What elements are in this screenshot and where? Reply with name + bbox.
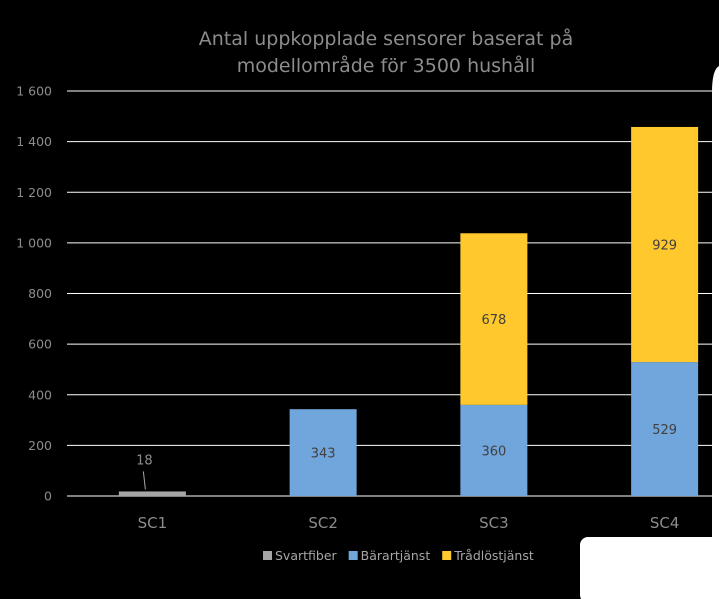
chart-title-line: Antal uppkopplade sensorer baserat på [199,27,573,50]
y-tick-label: 600 [28,337,52,352]
y-axis-tick-labels: 0 200 400 600 800 1 000 1 200 1 400 1 600 [16,84,52,504]
x-category-label: SC4 [650,514,680,532]
legend: Svartfiber Bärartjänst Trådlöstjänst [263,548,534,563]
data-label: 529 [652,423,677,438]
bar-bärartjänst-sc3 [460,404,528,496]
legend-swatch [442,551,452,560]
x-axis-category-labels: SC1 SC2 SC3 SC4 [138,514,680,532]
chart-title-line: modellområde för 3500 hushåll [237,54,536,77]
legend-entry: Svartfiber [275,548,338,563]
legend-entry: Bärartjänst [361,548,431,563]
legend-entry: Trådlöstjänst [453,548,534,563]
x-category-label: SC3 [479,514,509,532]
bar-bärartjänst-sc2 [289,409,357,496]
bar-trådlöstjänst-sc4 [631,126,699,363]
y-tick-label: 0 [44,489,52,504]
gridlines [67,90,719,497]
y-tick-label: 1 200 [16,185,52,200]
overlay-box-bottom [580,537,719,599]
legend-swatch [348,551,358,560]
y-tick-label: 1 600 [16,84,52,99]
legend-swatch [263,551,272,560]
data-label: 18 [136,453,153,468]
bars [118,126,699,496]
bar-svartfiber-sc1 [118,491,186,496]
y-tick-label: 400 [28,387,52,402]
data-label: 678 [481,313,506,328]
bar-bärartjänst-sc4 [631,362,699,496]
chart-title: Antal uppkopplade sensorer baserat på mod… [199,27,573,77]
data-label: 360 [481,444,506,459]
bar-trådlöstjänst-sc3 [460,233,528,405]
data-label: 929 [652,239,677,254]
x-category-label: SC2 [308,514,338,532]
y-tick-label: 1 400 [16,134,52,149]
data-label-leader [142,471,146,490]
data-labels: 18 343 360 678 529 929 [136,239,677,490]
data-label: 343 [311,447,336,462]
y-tick-label: 200 [28,438,52,453]
x-category-label: SC1 [138,514,168,532]
overlay-curve-right [712,66,719,599]
y-tick-label: 1 000 [16,235,52,250]
y-tick-label: 800 [28,286,52,301]
